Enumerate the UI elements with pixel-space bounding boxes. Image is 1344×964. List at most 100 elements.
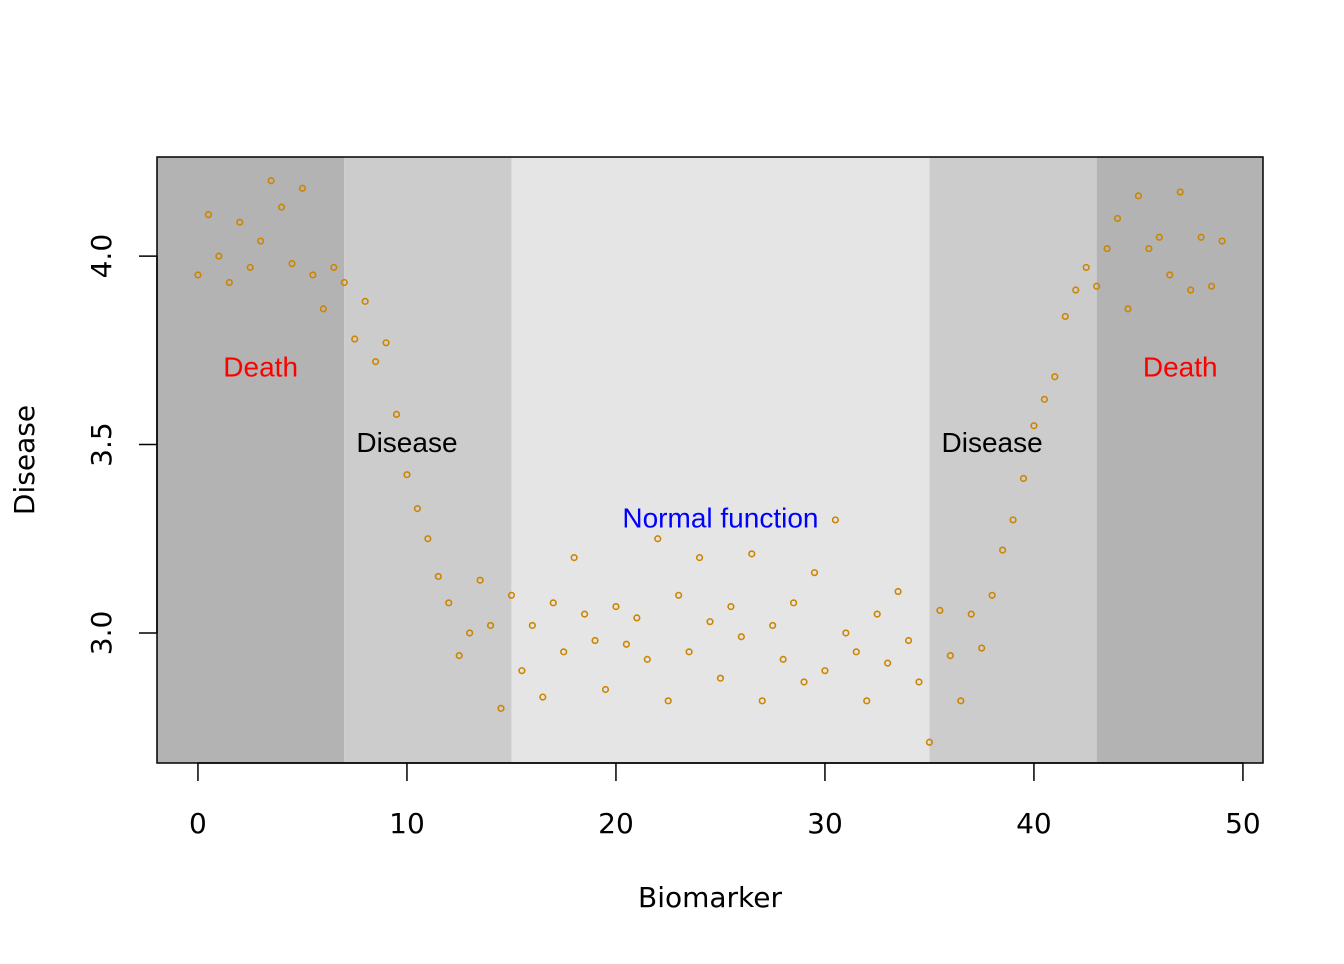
point [748, 550, 756, 558]
annotation: Disease [942, 427, 1043, 458]
point [716, 674, 725, 682]
annotation: Disease [356, 427, 457, 458]
annotation: Death [1143, 352, 1218, 383]
point [236, 218, 244, 226]
point [403, 471, 411, 479]
x-tick-label: 0 [189, 807, 207, 840]
point [1155, 233, 1163, 241]
region-band [1096, 157, 1263, 763]
point [434, 572, 442, 581]
point [413, 505, 422, 513]
point [340, 278, 348, 287]
point [727, 603, 735, 611]
point [737, 633, 745, 641]
point [486, 621, 495, 630]
point [497, 704, 505, 712]
point [518, 667, 526, 675]
point [863, 697, 871, 705]
point [1040, 395, 1048, 403]
annotation: Normal function [622, 502, 818, 533]
point [936, 606, 944, 614]
point [1166, 271, 1174, 279]
point [789, 599, 798, 607]
point [1218, 237, 1226, 245]
annotation: Death [223, 352, 298, 383]
point [852, 648, 860, 656]
point [455, 651, 463, 660]
point [1019, 474, 1028, 483]
point [204, 211, 213, 219]
point [277, 203, 286, 211]
point [476, 576, 484, 584]
point [664, 697, 672, 705]
point [779, 655, 787, 663]
point [1187, 286, 1195, 294]
point [1061, 312, 1069, 321]
point [831, 516, 839, 524]
x-axis-label: Biomarker [638, 881, 783, 914]
point [643, 655, 651, 663]
point [675, 591, 683, 599]
point [978, 644, 986, 652]
x-tick-label: 20 [598, 807, 634, 840]
point [842, 629, 850, 637]
point [685, 648, 693, 656]
point [601, 685, 610, 694]
point [466, 629, 474, 637]
point [967, 610, 975, 618]
region-band [344, 157, 512, 763]
point [361, 297, 369, 305]
point [1072, 286, 1080, 294]
point [706, 618, 714, 626]
y-tick-label: 3.0 [85, 611, 118, 656]
point [800, 678, 808, 686]
point [988, 591, 996, 599]
point [622, 640, 631, 648]
point [372, 358, 380, 366]
point [1113, 214, 1122, 223]
region-band [157, 157, 345, 763]
point [257, 237, 265, 245]
point [591, 636, 599, 645]
point [1145, 244, 1153, 253]
point [957, 697, 965, 705]
point [769, 621, 777, 630]
point [1030, 422, 1038, 430]
point [246, 263, 254, 272]
point [1197, 233, 1205, 241]
point [904, 636, 913, 645]
point [654, 535, 662, 543]
point [288, 260, 296, 268]
point [884, 659, 892, 667]
x-tick-label: 10 [389, 807, 425, 840]
x-tick-label: 30 [807, 807, 843, 840]
x-tick-label: 50 [1225, 807, 1261, 840]
y-axis-label: Disease [8, 405, 41, 515]
point [319, 305, 327, 313]
point [633, 614, 641, 622]
point [1176, 188, 1184, 196]
point [758, 697, 766, 705]
point [424, 535, 432, 543]
point [1103, 244, 1111, 253]
point [873, 610, 881, 618]
point [612, 603, 620, 611]
point [215, 252, 223, 260]
point [894, 587, 902, 596]
point [298, 184, 307, 192]
point [1082, 263, 1090, 272]
point [821, 667, 829, 675]
point [382, 339, 390, 347]
point [570, 554, 578, 562]
point [998, 546, 1007, 554]
point [330, 263, 338, 272]
region-band [929, 157, 1097, 763]
point [1051, 373, 1059, 381]
point [925, 738, 934, 746]
point [695, 554, 704, 562]
point [810, 569, 819, 577]
point [539, 693, 547, 701]
point [1207, 282, 1216, 290]
region-band [511, 157, 930, 763]
point [1124, 305, 1132, 313]
